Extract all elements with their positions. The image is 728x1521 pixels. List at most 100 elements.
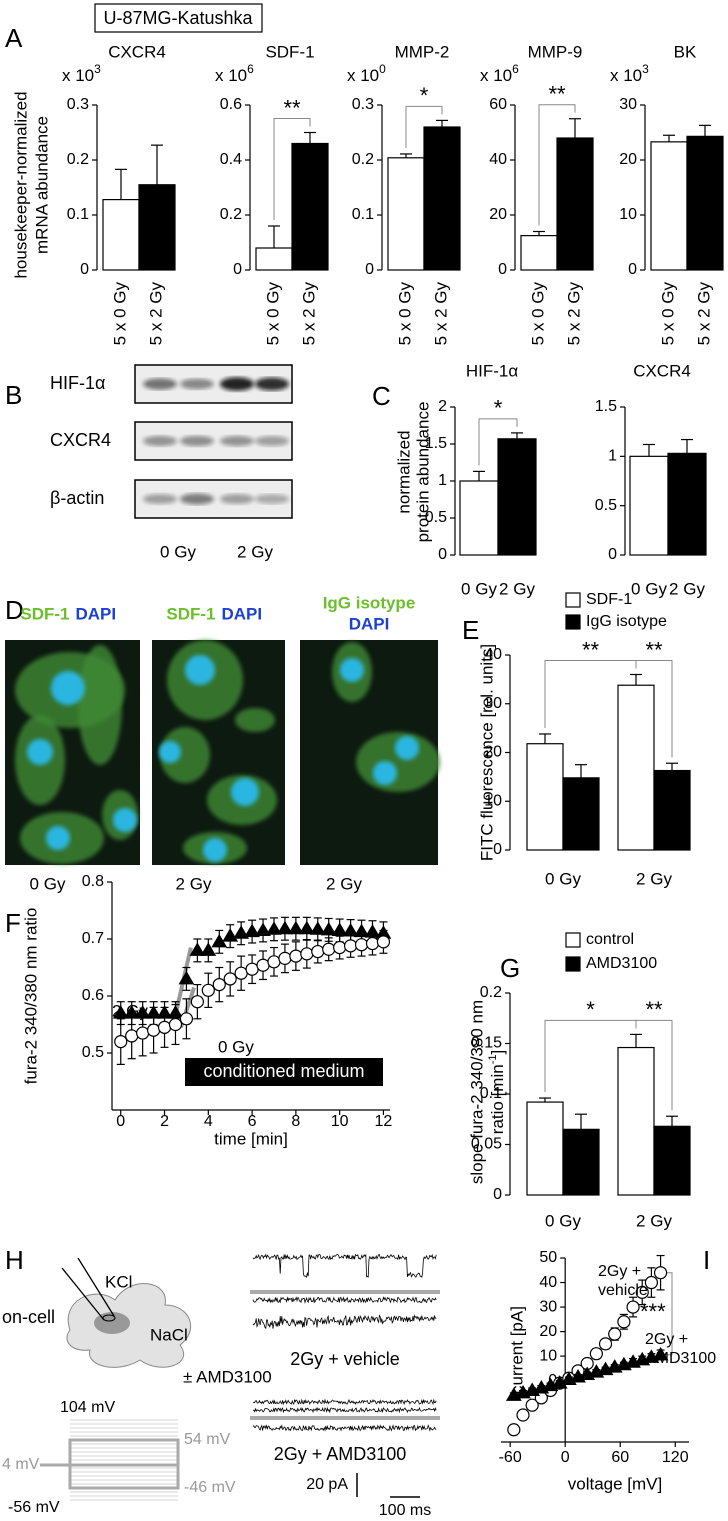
marker [298, 920, 315, 935]
panel-label: F [5, 908, 21, 938]
marker [233, 925, 250, 939]
bar [255, 247, 293, 271]
bar [526, 743, 564, 851]
scale-label: 100 ms [379, 1502, 431, 1519]
significance-label: *** [640, 1299, 666, 1324]
lane-label: 2 Gy [237, 542, 273, 561]
stain-label: SDF-1 [20, 604, 69, 623]
x-tick-label: 0 Gy [461, 579, 497, 598]
condition-label: 0 Gy [30, 874, 66, 893]
y-tick-label: 0.8 [82, 873, 104, 890]
nucleus [340, 658, 364, 682]
nucleus [27, 739, 53, 765]
scale-label: 20 pA [306, 1476, 348, 1493]
bar [102, 199, 140, 271]
y-tick-label: 1.5 [595, 398, 617, 415]
y-tick-label: 0 [493, 1186, 502, 1203]
error-bar [533, 230, 545, 236]
bar [562, 777, 600, 851]
nucleus [185, 655, 215, 685]
x-tick-label: 4 [204, 1113, 213, 1130]
y-tick-label: 20 [619, 151, 637, 168]
marker [516, 1408, 530, 1422]
y-tick-label: 60 [489, 96, 507, 113]
x-tick-label: 0 Gy [545, 1211, 581, 1230]
x-tick-label: -60 [499, 1449, 522, 1466]
y-tick-label: 0.5 [595, 497, 617, 514]
bar [526, 1101, 564, 1196]
error-bar [436, 119, 448, 127]
marker [256, 958, 270, 972]
legend-label: AMD3100 [586, 955, 657, 972]
x-tick-label: 5 x 2 Gy [299, 282, 318, 346]
error-bar [400, 153, 412, 158]
bar [617, 684, 655, 851]
error-bar [630, 673, 642, 686]
current-trace [252, 1406, 437, 1414]
bar [387, 157, 425, 271]
marker [136, 1026, 150, 1040]
axis-multiplier-base: x 10 [215, 66, 247, 85]
marker [112, 1005, 129, 1019]
y-tick-label: 30 [484, 695, 502, 712]
marker [190, 995, 204, 1009]
y-tick-label: 0.1 [480, 1085, 502, 1102]
x-tick-label: 5 x 2 Gy [146, 282, 165, 346]
legend-swatch [565, 592, 581, 608]
y-tick-label: 20 [484, 744, 502, 761]
bar [423, 126, 461, 271]
chart-title: SDF-1 [265, 42, 314, 61]
marker [320, 921, 337, 936]
blot-label: β-actin [50, 488, 104, 508]
error-bar [666, 762, 678, 771]
y-tick-label: 0.15 [471, 1035, 502, 1052]
axis-multiplier-exponent: 3 [94, 62, 101, 76]
bar [653, 1125, 691, 1196]
current-trace [252, 1296, 437, 1304]
x-tick-label: 10 [331, 1113, 349, 1130]
marker [146, 1023, 161, 1037]
error-bar [630, 1033, 642, 1048]
y-axis-label: slope fura-2 340/380 nm [467, 1000, 486, 1184]
error-bar [115, 168, 127, 200]
y-tick-label: 10 [484, 792, 502, 809]
current-trace [252, 1314, 437, 1330]
marker [201, 983, 215, 997]
stain-label: IgG isotype [323, 593, 416, 612]
x-tick-label: 2 Gy [499, 579, 535, 598]
nucleus [159, 741, 181, 763]
legend-swatch [565, 956, 581, 972]
blot-band [180, 493, 214, 505]
marker [125, 1029, 139, 1043]
marker [255, 922, 271, 936]
axis-multiplier-exponent: 3 [642, 62, 649, 76]
y-axis-label: housekeeper-normalized [11, 91, 30, 278]
significance-bracket [664, 1272, 673, 1356]
y-tick-label: 0 [365, 261, 374, 278]
y-tick-label: 20 [539, 1323, 557, 1340]
protocol-label: 4 mV [2, 1456, 40, 1473]
y-tick-label: 0 [498, 261, 507, 278]
marker [223, 972, 237, 986]
legend-label: SDF-1 [586, 591, 632, 608]
y-axis-label: fura-2 340/380 nm ratio [21, 908, 40, 1085]
y-tick-label: 0.1 [67, 206, 89, 223]
marker [200, 942, 217, 956]
nucleus [203, 838, 227, 862]
blot-label: HIF-1α [50, 373, 105, 393]
blot-band [143, 378, 177, 390]
bar [617, 1046, 655, 1196]
blot-band [220, 377, 254, 391]
y-axis-label: protein abundance [413, 402, 432, 543]
protocol-label: -56 mV [8, 1499, 60, 1516]
panel-label: A [5, 23, 23, 53]
marker [211, 933, 228, 948]
x-tick-label: 2 Gy [636, 869, 672, 888]
axis-multiplier: x 106 [480, 62, 519, 85]
y-tick-label: 30 [619, 96, 637, 113]
x-tick-label: 0 [561, 1449, 570, 1466]
y-axis-label-part: ] [488, 1050, 507, 1055]
significance-bracket [273, 118, 311, 220]
y-tick-label: 1 [438, 472, 447, 489]
y-tick-label: 0 [548, 1372, 557, 1389]
